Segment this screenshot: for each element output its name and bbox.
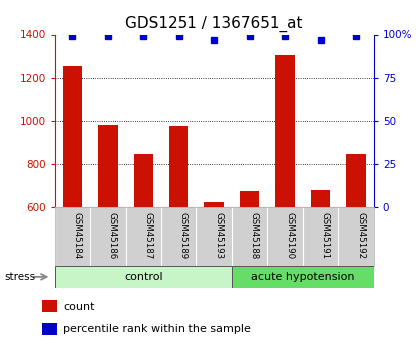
Text: GSM45191: GSM45191 — [320, 212, 330, 259]
Text: count: count — [63, 302, 94, 312]
Text: GSM45193: GSM45193 — [214, 212, 223, 259]
Text: GSM45189: GSM45189 — [179, 212, 188, 259]
Bar — [55, 266, 232, 288]
Text: GSM45188: GSM45188 — [249, 212, 259, 259]
Bar — [232, 266, 374, 288]
Text: stress: stress — [4, 272, 35, 282]
Bar — [134, 154, 153, 207]
Bar — [205, 201, 224, 207]
Text: GSM45190: GSM45190 — [285, 212, 294, 259]
Text: control: control — [124, 272, 163, 282]
Text: percentile rank within the sample: percentile rank within the sample — [63, 325, 251, 334]
Bar — [169, 126, 189, 207]
Bar — [311, 190, 331, 207]
Text: GSM45192: GSM45192 — [356, 212, 365, 259]
Bar — [63, 66, 82, 207]
Bar — [346, 154, 366, 207]
Bar — [98, 125, 118, 207]
Bar — [276, 55, 295, 207]
Text: GSM45184: GSM45184 — [72, 212, 81, 259]
Text: GSM45187: GSM45187 — [143, 212, 152, 259]
Text: GSM45186: GSM45186 — [108, 212, 117, 259]
Text: acute hypotension: acute hypotension — [251, 272, 354, 282]
Title: GDS1251 / 1367651_at: GDS1251 / 1367651_at — [126, 16, 303, 32]
Bar — [240, 191, 260, 207]
